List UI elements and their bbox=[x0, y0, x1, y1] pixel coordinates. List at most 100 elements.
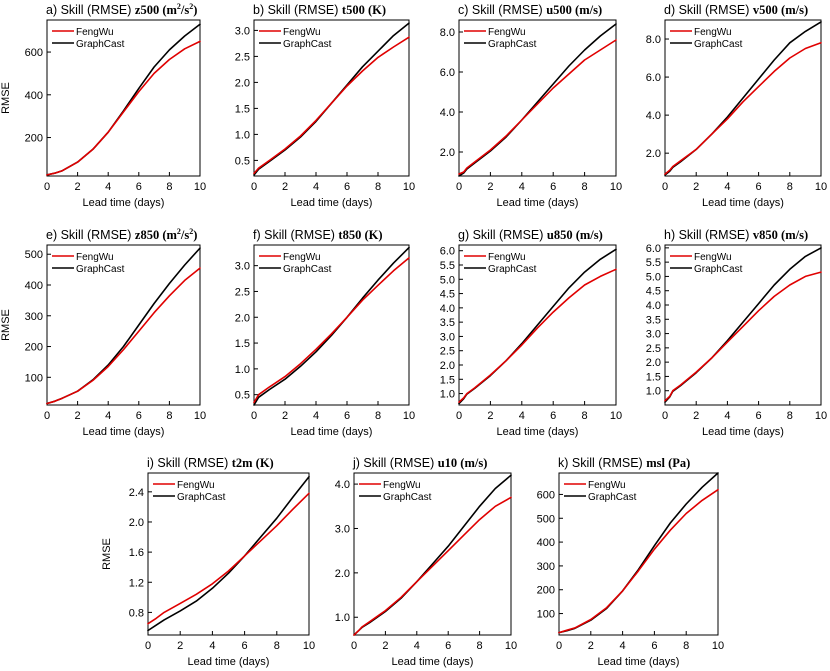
y-tick-label: 1.0 bbox=[235, 364, 250, 376]
legend-label: GraphCast bbox=[177, 492, 226, 503]
x-axis-label: Lead time (days) bbox=[291, 426, 373, 438]
x-tick-label: 0 bbox=[251, 181, 257, 193]
series-line-graphcast bbox=[558, 472, 719, 634]
chart-title: f) Skill (RMSE) t850 (K) bbox=[253, 228, 383, 242]
x-tick-label: 6 bbox=[550, 410, 556, 422]
y-tick-label: 400 bbox=[25, 90, 43, 102]
y-tick-label: 4.0 bbox=[646, 300, 661, 312]
chart-panel-v500: 0 2 4 6 8 10 2.0 4.0 6.0 8.0 Lead time (days) d) Sk… bbox=[646, 3, 827, 209]
series-line-fengwu bbox=[664, 271, 822, 402]
chart-panel-t500: 0 2 4 6 8 10 0.5 1.0 1.5 2.0 2.5 3.0 Lead time (days… bbox=[235, 3, 415, 209]
x-tick-label: 6 bbox=[242, 640, 248, 652]
chart-panel-z850: 0 2 4 6 8 10 100 200 300 400 500 Lead time (days) RM… bbox=[0, 227, 206, 438]
x-axis-label: Lead time (days) bbox=[392, 656, 474, 668]
y-tick-label: 300 bbox=[25, 311, 43, 323]
series-line-graphcast bbox=[458, 23, 617, 177]
y-tick-label: 2.0 bbox=[646, 357, 661, 369]
x-tick-label: 0 bbox=[145, 640, 151, 652]
x-tick-label: 8 bbox=[166, 410, 172, 422]
legend-label: FengWu bbox=[177, 480, 215, 491]
chart-panel-v850: 0 2 4 6 8 10 1.0 1.5 2.0 2.5 3.0 3.5 4.0 4.5 5.0 5.5 6.0… bbox=[646, 228, 827, 438]
x-axis-label: Lead time (days) bbox=[702, 426, 784, 438]
x-tick-label: 2 bbox=[487, 410, 493, 422]
x-tick-label: 6 bbox=[756, 410, 762, 422]
x-tick-label: 10 bbox=[610, 410, 622, 422]
series-line-fengwu bbox=[46, 40, 201, 176]
x-tick-label: 4 bbox=[414, 640, 420, 652]
x-tick-label: 10 bbox=[194, 181, 206, 193]
chart-panel-u500: 0 2 4 6 8 10 2.0 4.0 6.0 8.0 Lead time (days) c) Sk… bbox=[440, 3, 622, 209]
y-tick-label: 4.0 bbox=[646, 110, 661, 122]
y-tick-label: 400 bbox=[25, 280, 43, 292]
y-tick-label: 300 bbox=[537, 561, 555, 573]
x-tick-label: 0 bbox=[44, 181, 50, 193]
x-tick-label: 4 bbox=[313, 410, 319, 422]
x-tick-label: 8 bbox=[582, 181, 588, 193]
y-tick-label: 3.5 bbox=[440, 317, 455, 329]
legend-label: FengWu bbox=[694, 27, 732, 38]
legend-label: GraphCast bbox=[76, 39, 125, 50]
legend-label: GraphCast bbox=[76, 264, 125, 275]
x-tick-label: 8 bbox=[166, 181, 172, 193]
plot-frame bbox=[253, 19, 410, 177]
y-tick-label: 1.6 bbox=[129, 547, 144, 559]
chart-title: a) Skill (RMSE) z500 (m2/s2) bbox=[46, 2, 197, 17]
legend-label: GraphCast bbox=[694, 39, 743, 50]
legend-label: FengWu bbox=[283, 252, 321, 263]
x-axis-label: Lead time (days) bbox=[497, 426, 579, 438]
x-tick-label: 10 bbox=[505, 640, 517, 652]
y-tick-label: 2.0 bbox=[646, 148, 661, 160]
x-tick-label: 0 bbox=[662, 181, 668, 193]
y-tick-label: 2.0 bbox=[129, 517, 144, 529]
x-tick-label: 10 bbox=[303, 640, 315, 652]
plot-frame bbox=[147, 472, 310, 636]
x-tick-label: 8 bbox=[683, 640, 689, 652]
y-tick-label: 4.5 bbox=[646, 286, 661, 298]
legend-label: GraphCast bbox=[488, 264, 537, 275]
x-axis-label: Lead time (days) bbox=[83, 197, 165, 209]
x-tick-label: 2 bbox=[75, 181, 81, 193]
x-tick-label: 4 bbox=[105, 181, 111, 193]
x-tick-label: 4 bbox=[724, 410, 730, 422]
series-line-fengwu bbox=[353, 496, 512, 636]
x-tick-label: 2 bbox=[693, 410, 699, 422]
y-tick-label: 2.0 bbox=[335, 568, 350, 580]
y-tick-label: 4.0 bbox=[335, 479, 350, 491]
y-tick-label: 500 bbox=[537, 513, 555, 525]
x-tick-label: 4 bbox=[724, 181, 730, 193]
plot-frame bbox=[46, 244, 201, 406]
y-tick-label: 1.5 bbox=[646, 371, 661, 383]
chart-title: h) Skill (RMSE) v850 (m/s) bbox=[664, 228, 808, 242]
x-axis-label: Lead time (days) bbox=[497, 197, 579, 209]
y-tick-label: 2.5 bbox=[440, 346, 455, 358]
y-tick-label: 6.0 bbox=[440, 246, 455, 258]
x-tick-label: 2 bbox=[282, 181, 288, 193]
y-tick-label: 6.0 bbox=[646, 243, 661, 255]
legend-label: FengWu bbox=[76, 27, 114, 38]
x-tick-label: 6 bbox=[136, 410, 142, 422]
plot-frame bbox=[664, 19, 822, 177]
x-tick-label: 6 bbox=[344, 410, 350, 422]
chart-panel-t850: 0 2 4 6 8 10 0.5 1.0 1.5 2.0 2.5 3.0 Lead time (days… bbox=[235, 228, 415, 438]
y-tick-label: 600 bbox=[537, 489, 555, 501]
y-tick-label: 4.0 bbox=[440, 107, 455, 119]
x-tick-label: 2 bbox=[177, 640, 183, 652]
chart-title: d) Skill (RMSE) v500 (m/s) bbox=[664, 3, 808, 17]
series-line-fengwu bbox=[664, 41, 822, 175]
series-line-fengwu bbox=[147, 492, 310, 625]
y-tick-label: 8.0 bbox=[646, 34, 661, 46]
plot-frame bbox=[253, 244, 410, 406]
x-tick-label: 0 bbox=[456, 181, 462, 193]
y-tick-label: 1.5 bbox=[235, 338, 250, 350]
plot-frame bbox=[353, 472, 512, 636]
y-tick-label: 0.5 bbox=[235, 390, 250, 402]
legend-label: FengWu bbox=[488, 252, 526, 263]
series-line-graphcast bbox=[253, 246, 410, 406]
chart-panel-msl: 0 2 4 6 8 10 100 200 300 400 500 600 Lead time (days… bbox=[537, 456, 724, 668]
y-tick-label: 2.0 bbox=[235, 312, 250, 324]
y-tick-label: 3.0 bbox=[440, 331, 455, 343]
y-tick-label: 4.0 bbox=[440, 303, 455, 315]
x-axis-label: Lead time (days) bbox=[702, 197, 784, 209]
chart-title: e) Skill (RMSE) z850 (m2/s2) bbox=[46, 227, 197, 242]
x-tick-label: 0 bbox=[351, 640, 357, 652]
